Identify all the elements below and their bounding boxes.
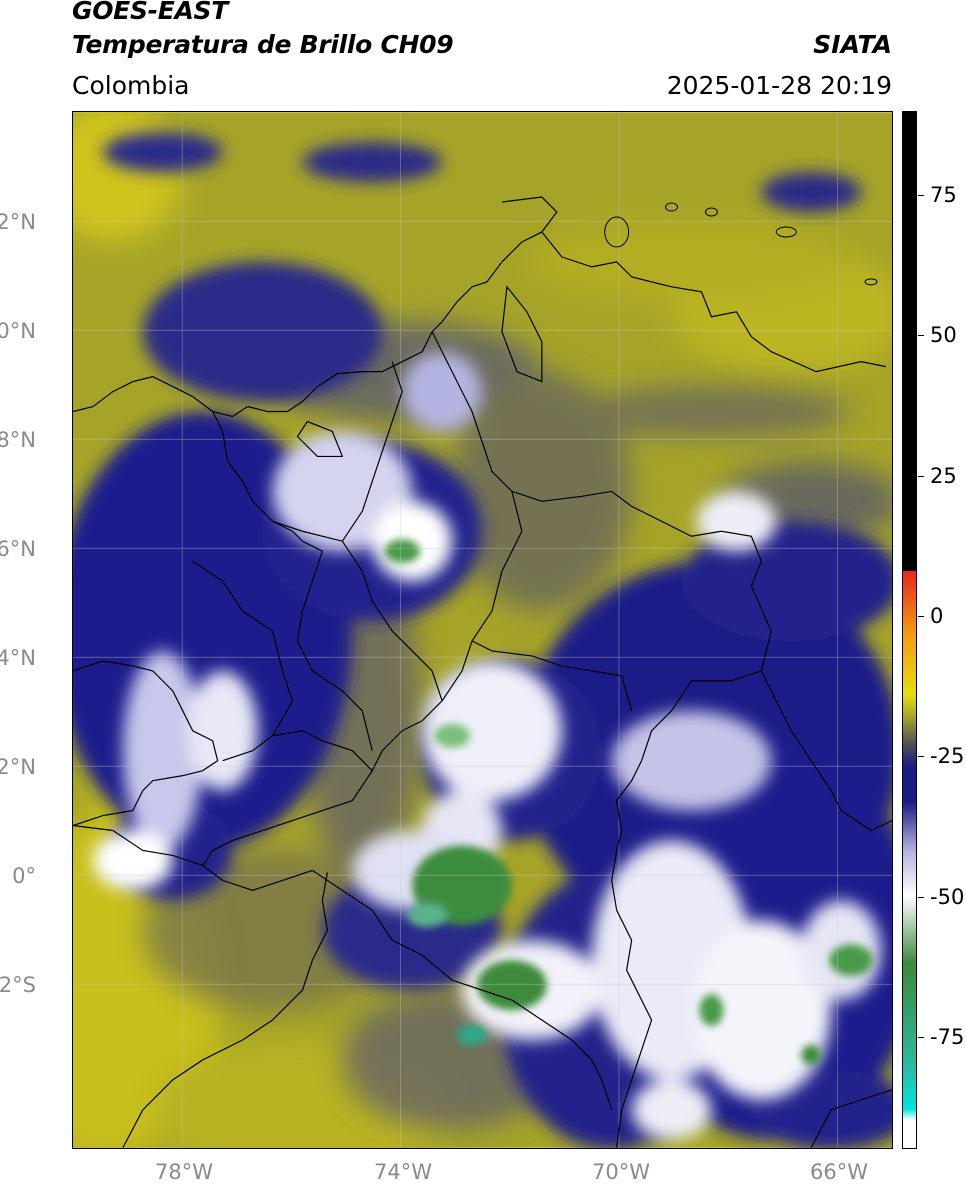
colorbar-tick-label: -50 — [930, 884, 965, 909]
coldest-tops — [384, 539, 874, 1065]
borders — [73, 196, 892, 1148]
lon-tick-label: 70°W — [592, 1160, 650, 1184]
colorbar-tick-label: -75 — [930, 1024, 965, 1049]
product-title: Temperatura de Brillo CH09 — [72, 30, 454, 59]
colorbar-tick-mark — [918, 335, 924, 337]
region-label: Colombia — [72, 71, 190, 100]
satellite-title: GOES-EAST — [72, 0, 229, 25]
lat-tick-label: 2°N — [0, 755, 36, 779]
lat-tick-label: 10°N — [0, 319, 36, 343]
colorbar-tick-mark — [918, 756, 924, 758]
colorbar-tick-mark — [918, 615, 924, 617]
islands — [604, 202, 878, 286]
colorbar-tick-mark — [918, 1036, 924, 1038]
lon-tick-label: 78°W — [155, 1160, 213, 1184]
lat-tick-label: 8°N — [0, 428, 36, 452]
timestamp-label: 2025-01-28 20:19 — [666, 71, 892, 100]
colorbar-tick-label: 0 — [930, 603, 944, 628]
organization-label: SIATA — [813, 30, 892, 59]
lat-tick-label: 6°N — [0, 537, 36, 561]
colorbar-tick-label: 75 — [930, 183, 957, 208]
lon-tick-label: 66°W — [810, 1160, 868, 1184]
satellite-map[interactable] — [72, 111, 893, 1149]
lat-tick-label: 4°N — [0, 646, 36, 670]
colorbar-tick-label: 50 — [930, 323, 957, 348]
lon-tick-label: 74°W — [374, 1160, 432, 1184]
colorbar-tick-mark — [918, 475, 924, 477]
colorbar-tick-mark — [918, 195, 924, 197]
colorbar — [902, 111, 917, 1149]
colorbar-tick-label: -25 — [930, 744, 965, 769]
colorbar-tick-label: 25 — [930, 463, 957, 488]
map-image — [73, 112, 892, 1148]
lat-tick-label: 0° — [12, 864, 36, 888]
lat-tick-label: 2°S — [0, 973, 36, 997]
lat-tick-label: 12°N — [0, 210, 36, 234]
colorbar-tick-mark — [918, 896, 924, 898]
